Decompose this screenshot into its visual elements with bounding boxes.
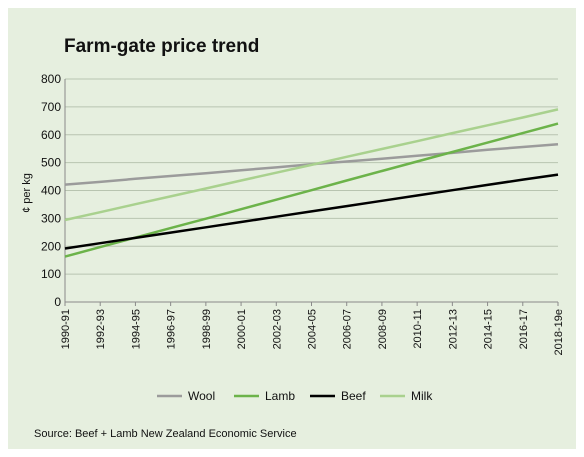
y-tick-labels: 0 100 200 300 400 500 600 700 800 — [41, 72, 61, 309]
chart-title: Farm-gate price trend — [64, 36, 260, 57]
x-tick-label-2014-15: 2014-15 — [483, 309, 495, 349]
series-line-beef — [64, 173, 559, 250]
chart-panel — [8, 8, 576, 449]
x-tick-label-2008-09: 2008-09 — [377, 309, 389, 349]
x-tick-label-2016-17: 2016-17 — [518, 309, 530, 349]
y-tick-label-100: 100 — [41, 267, 61, 281]
x-tick-label-2010-11: 2010-11 — [412, 309, 424, 349]
x-tick-label-1998-99: 1998-99 — [201, 309, 213, 349]
y-tick-label-400: 400 — [41, 184, 61, 198]
legend-label-milk: Milk — [411, 389, 433, 403]
x-tick-label-2004-05: 2004-05 — [307, 309, 319, 349]
y-tick-label-500: 500 — [41, 156, 61, 170]
x-tick-label-1994-95: 1994-95 — [130, 309, 142, 349]
x-tick-label-2006-07: 2006-07 — [342, 309, 354, 349]
x-tick-label-1992-93: 1992-93 — [95, 309, 107, 349]
legend: Wool Lamb Beef Milk — [157, 389, 433, 403]
x-tick-label-2002-03: 2002-03 — [271, 309, 283, 349]
gridlines — [65, 78, 558, 275]
x-tick-labels: 1990-91 1992-93 1994-95 1996-97 1998-99 2000-… — [60, 302, 565, 356]
x-tick-label-2000-01: 2000-01 — [236, 309, 248, 349]
x-tick-label-2012-13: 2012-13 — [447, 309, 459, 349]
y-tick-label-700: 700 — [41, 100, 61, 114]
series-lines — [64, 108, 559, 258]
x-tick-label-2018-19e: 2018-19e — [553, 309, 565, 356]
y-axis-label: ¢ per kg — [21, 173, 33, 213]
y-tick-label-800: 800 — [41, 72, 61, 86]
legend-label-beef: Beef — [341, 389, 366, 403]
y-tick-label-200: 200 — [41, 239, 61, 253]
y-tick-label-600: 600 — [41, 128, 61, 142]
legend-label-lamb: Lamb — [265, 389, 295, 403]
y-tick-label-300: 300 — [41, 211, 61, 225]
x-tick-label-1996-97: 1996-97 — [166, 309, 178, 349]
x-tick-label-1990-91: 1990-91 — [60, 309, 72, 349]
series-line-lamb — [64, 122, 559, 258]
legend-label-wool: Wool — [188, 389, 215, 403]
source-note: Source: Beef + Lamb New Zealand Economic… — [34, 428, 297, 440]
series-line-milk — [64, 108, 559, 222]
y-tick-label-0: 0 — [54, 295, 61, 309]
